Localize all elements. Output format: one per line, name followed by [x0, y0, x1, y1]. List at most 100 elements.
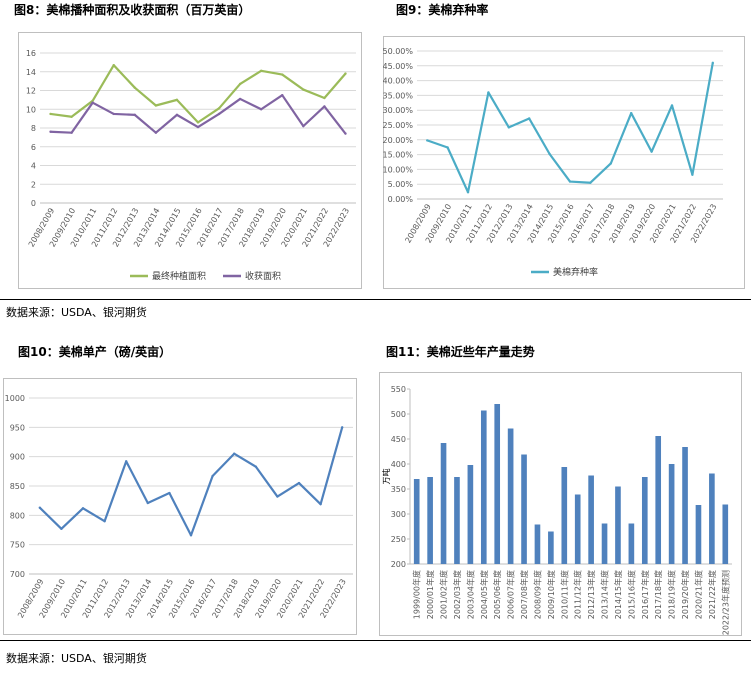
fig8-y-tick-label: 12 [26, 87, 36, 96]
fig11-bar [574, 494, 581, 564]
fig10-data-point [60, 527, 63, 531]
fig8-data-point [154, 131, 158, 134]
divider-top [0, 299, 751, 300]
fig11-x-tick-label: 2006/07年度 [506, 570, 516, 619]
fig9-data-point [568, 180, 572, 183]
fig8-y-tick-label: 6 [31, 143, 36, 152]
fig11-x-tick-label: 2010/11年度 [559, 570, 569, 619]
fig11-x-tick-label: 2018/19年度 [667, 570, 677, 619]
fig9-y-tick-label: 40.00% [383, 77, 413, 86]
fig8-data-point [260, 69, 263, 73]
fig9-data-point [507, 126, 510, 129]
fig8-data-point [49, 112, 52, 116]
fig8-data-point [302, 88, 305, 91]
fig10-data-point [168, 491, 171, 495]
fig8-data-point [70, 131, 73, 134]
fig10-y-tick-label: 800 [10, 511, 25, 520]
fig11-production-chart: 200 250 300 350 400 450 500 550 1999/00年度 2000/01… [379, 372, 742, 636]
fig11-bar [507, 428, 514, 564]
fig11-x-tick-label: 2002/03年度 [452, 570, 462, 619]
fig11-bar [454, 477, 460, 564]
source-note-top: 数据来源：USDA、银河期货 [6, 306, 147, 319]
fig11-x-tick-label: 2000/01年度 [425, 570, 435, 619]
fig9-data-point [670, 104, 674, 107]
fig11-bar [655, 436, 662, 564]
fig11-bar [440, 443, 447, 564]
fig11-bar [668, 464, 675, 564]
fig11-y-tick-label: 300 [391, 510, 406, 519]
fig11-bar [413, 479, 420, 564]
fig8-y-tick-label: 8 [31, 124, 36, 133]
fig11-bar [480, 410, 487, 564]
fig9-y-tick-label: 15.00% [383, 151, 413, 160]
fig8-plant-harvest-area-chart: 02468101214162008/20092009/20102010/2011… [18, 32, 362, 289]
fig11-y-tick-label: 200 [391, 560, 406, 569]
fig10-y-tick-label: 750 [10, 541, 25, 550]
fig8-y-tick-label: 0 [31, 199, 36, 208]
fig8-data-point [112, 63, 115, 67]
fig9-y-tick-label: 50.00% [383, 47, 413, 56]
fig11-x-tick-label: 2022/23年度预测 [720, 570, 730, 635]
fig9-data-point [650, 150, 653, 153]
fig11-bar [722, 504, 729, 564]
fig11-x-tick-label: 2001/02年度 [439, 570, 449, 619]
fig11-title: 图11：美棉近些年产量走势 [386, 345, 535, 359]
fig8-y-tick-label: 14 [26, 68, 36, 77]
fig8-data-point [238, 97, 242, 101]
fig9-frame [383, 36, 745, 289]
fig11-y-tick-label: 400 [391, 460, 406, 469]
fig9-y-tick-label: 25.00% [383, 121, 413, 130]
fig11-bar [494, 404, 501, 564]
fig11-y-tick-label: 250 [391, 535, 406, 544]
fig11-x-tick-label: 2014/15年度 [613, 570, 623, 619]
fig9-data-point [466, 190, 470, 194]
fig10-yield-chart: 70075080085090095010002008/20092009/2010… [3, 378, 357, 635]
fig10-data-point [38, 506, 41, 509]
fig10-data-point [341, 426, 344, 429]
fig8-data-point [196, 121, 200, 124]
fig10-data-point [103, 520, 106, 523]
fig8-data-point [238, 82, 242, 86]
fig10-data-point [254, 465, 257, 468]
fig8-data-point [49, 130, 52, 133]
fig11-x-tick-label: 2009/10年度 [546, 570, 556, 619]
fig10-data-point [81, 507, 85, 510]
fig8-title: 图8：美棉播种面积及收获面积（百万英亩） [14, 3, 251, 17]
fig11-x-tick-label: 1999/00年度 [412, 570, 422, 619]
fig11-frame [379, 372, 742, 636]
fig8-data-point [133, 86, 136, 89]
fig11-x-tick-label: 2020/21年度 [693, 570, 703, 619]
fig8-data-point [323, 96, 326, 100]
fig11-bar [561, 467, 568, 564]
fig9-data-point [487, 91, 490, 94]
fig11-bar [628, 523, 635, 564]
fig9-data-point [691, 173, 694, 176]
fig11-bar [588, 475, 594, 564]
fig8-y-tick-label: 16 [26, 49, 36, 58]
fig10-data-point [233, 452, 236, 455]
fig11-x-tick-label: 2019/20年度 [680, 570, 690, 619]
fig9-y-tick-label: 35.00% [383, 91, 413, 100]
fig10-data-point [297, 481, 301, 485]
fig11-bar [615, 486, 621, 564]
fig8-data-point [302, 124, 305, 128]
fig11-bar [534, 524, 541, 564]
fig8-y-tick-label: 4 [31, 162, 36, 171]
fig11-bar [709, 473, 715, 564]
fig11-x-tick-label: 2011/12年度 [573, 570, 583, 619]
fig9-y-tick-label: 30.00% [383, 106, 413, 115]
fig8-data-point [154, 104, 158, 107]
fig8-data-point [281, 73, 284, 76]
fig11-bar [601, 523, 608, 564]
divider-bottom [0, 640, 751, 641]
fig8-legend-label: 收获面积 [245, 270, 281, 282]
fig10-y-tick-label: 850 [10, 482, 25, 491]
fig11-x-tick-label: 2003/04年度 [465, 570, 475, 619]
fig10-data-point [276, 495, 279, 498]
fig8-data-point [175, 98, 179, 102]
fig10-data-point [125, 460, 128, 463]
fig8-data-point [260, 108, 263, 111]
fig11-x-tick-label: 2007/08年度 [519, 570, 529, 619]
fig8-data-point [323, 105, 326, 108]
fig9-y-tick-label: 45.00% [383, 62, 413, 71]
